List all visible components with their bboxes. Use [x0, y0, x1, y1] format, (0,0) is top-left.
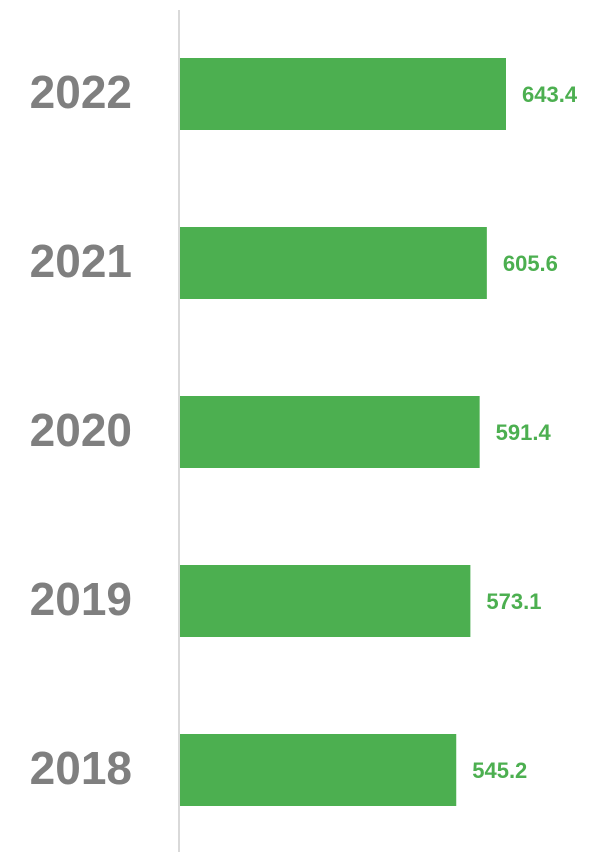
y-tick-label: 2019 — [30, 573, 132, 625]
bar — [180, 565, 471, 637]
data-label: 545.2 — [472, 758, 527, 783]
bar — [180, 227, 487, 299]
bar — [180, 396, 480, 468]
data-label: 605.6 — [503, 251, 558, 276]
data-label: 591.4 — [496, 420, 552, 445]
y-tick-label: 2018 — [30, 742, 132, 794]
bar — [180, 734, 457, 806]
y-tick-label: 2021 — [30, 235, 132, 287]
bar — [180, 58, 506, 130]
data-label: 573.1 — [486, 589, 541, 614]
y-tick-label: 2022 — [30, 66, 132, 118]
data-label: 643.4 — [522, 82, 578, 107]
y-tick-label: 2020 — [30, 404, 132, 456]
